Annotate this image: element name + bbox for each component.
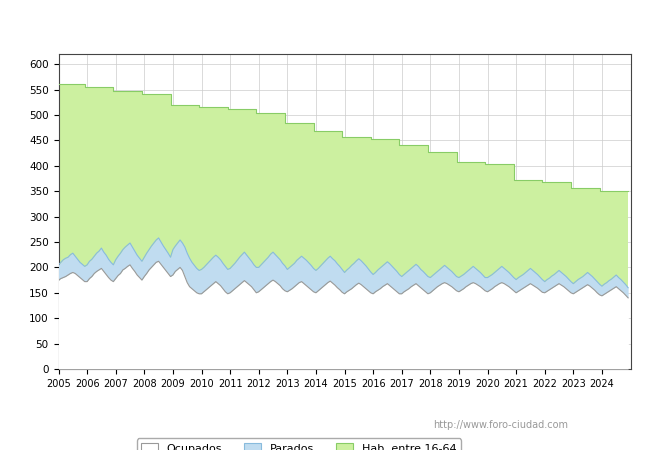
- Text: http://www.foro-ciudad.com: http://www.foro-ciudad.com: [433, 420, 568, 430]
- Legend: Ocupados, Parados, Hab. entre 16-64: Ocupados, Parados, Hab. entre 16-64: [136, 438, 461, 450]
- Text: Fuentelapeña - Evolucion de la poblacion en edad de Trabajar Noviembre de 2024: Fuentelapeña - Evolucion de la poblacion…: [83, 17, 567, 30]
